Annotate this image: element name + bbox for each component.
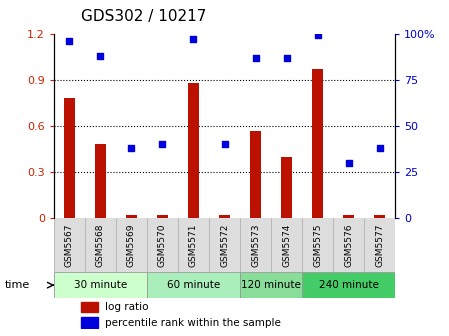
Point (190, 37, 197, 42)
Text: GSM5572: GSM5572 (220, 224, 229, 267)
Bar (374, 215, 385, 218)
Bar (95, 144, 106, 218)
Point (159, 142, 166, 147)
Text: GSM5575: GSM5575 (313, 224, 322, 267)
Point (314, 33, 321, 38)
Text: 60 minute: 60 minute (167, 280, 220, 290)
Bar (302, 272, 395, 298)
Text: GSM5571: GSM5571 (189, 224, 198, 267)
Text: GSM5577: GSM5577 (375, 224, 384, 267)
Bar (81, 301, 98, 312)
Point (283, 55, 290, 60)
Bar (188, 83, 199, 218)
Bar (157, 215, 168, 218)
Bar (312, 69, 323, 218)
Point (66, 38, 73, 44)
Text: 30 minute: 30 minute (74, 280, 127, 290)
Text: GSM5567: GSM5567 (65, 224, 74, 267)
Text: 240 minute: 240 minute (319, 280, 379, 290)
Text: GSM5569: GSM5569 (127, 224, 136, 267)
Bar (343, 215, 354, 218)
Bar (147, 272, 240, 298)
Point (97, 53, 104, 58)
Bar (126, 215, 137, 218)
Point (221, 142, 228, 147)
Bar (281, 157, 292, 218)
Bar (219, 215, 230, 218)
Bar (81, 317, 98, 328)
Text: 120 minute: 120 minute (241, 280, 301, 290)
Text: time: time (4, 280, 30, 290)
Bar (64, 98, 75, 218)
Point (128, 145, 135, 151)
Text: GSM5570: GSM5570 (158, 224, 167, 267)
Text: GDS302 / 10217: GDS302 / 10217 (81, 8, 206, 24)
Text: GSM5574: GSM5574 (282, 224, 291, 267)
Text: GSM5573: GSM5573 (251, 224, 260, 267)
Bar (54, 272, 147, 298)
Point (376, 145, 383, 151)
Text: log ratio: log ratio (105, 302, 149, 312)
Bar (250, 131, 261, 218)
Point (345, 160, 352, 166)
Text: GSM5568: GSM5568 (96, 224, 105, 267)
Text: GSM5576: GSM5576 (344, 224, 353, 267)
Text: percentile rank within the sample: percentile rank within the sample (105, 318, 281, 328)
Point (252, 55, 259, 60)
Bar (240, 272, 302, 298)
